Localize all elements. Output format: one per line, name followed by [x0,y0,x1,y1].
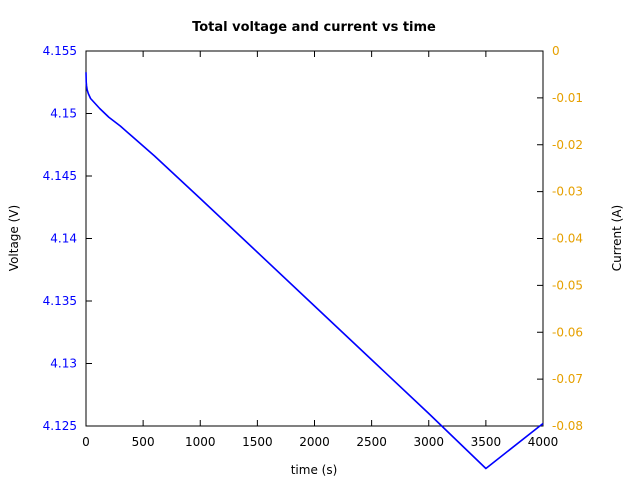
y-left-tick-label: 4.125 [43,419,77,433]
y-axis-left-label: Voltage (V) [7,205,21,271]
x-tick-label: 1000 [185,435,216,449]
y-right-tick-label: -0.08 [552,419,583,433]
x-tick-label: 3500 [471,435,502,449]
y-left-tick-label: 4.15 [50,107,77,121]
y-right-tick-label: 0 [552,44,560,58]
series-layer [85,72,544,470]
y-right-tick-label: -0.02 [552,138,583,152]
y-right-tick-label: -0.04 [552,232,583,246]
plot-frame [85,50,544,427]
x-tick-label: 4000 [528,435,559,449]
x-tick-label: 3000 [413,435,444,449]
y-left-tick-label: 4.155 [43,44,77,58]
y-right-tick-label: -0.06 [552,325,583,339]
x-tick-label: 500 [132,435,155,449]
x-axis-label: time (s) [291,463,338,477]
x-tick-label: 0 [82,435,90,449]
y-left-tick-label: 4.145 [43,169,77,183]
y-right-tick-label: -0.05 [552,278,583,292]
y-axis-left: 4.125 4.13 4.135 4.14 4.145 4.15 4.155 [43,44,92,433]
y-right-tick-label: -0.03 [552,185,583,199]
y-right-tick-label: -0.07 [552,372,583,386]
y-axis-right: -0.08 -0.07 -0.06 -0.05 -0.04 -0.03 -0.02 -0.01… [537,44,583,433]
x-tick-label: 2000 [299,435,330,449]
y-right-tick-label: -0.01 [552,91,583,105]
voltage-series-line [85,72,544,470]
y-left-tick-label: 4.13 [50,357,77,371]
y-left-tick-label: 4.14 [50,232,77,246]
x-tick-label: 1500 [242,435,273,449]
x-axis: 0 500 1000 1500 2000 2500 3000 3500 4000 [82,51,558,449]
x-tick-label: 2500 [356,435,387,449]
y-axis-right-label: Current (A) [610,205,624,271]
chart-title: Total voltage and current vs time [192,20,436,35]
y-left-tick-label: 4.135 [43,294,77,308]
